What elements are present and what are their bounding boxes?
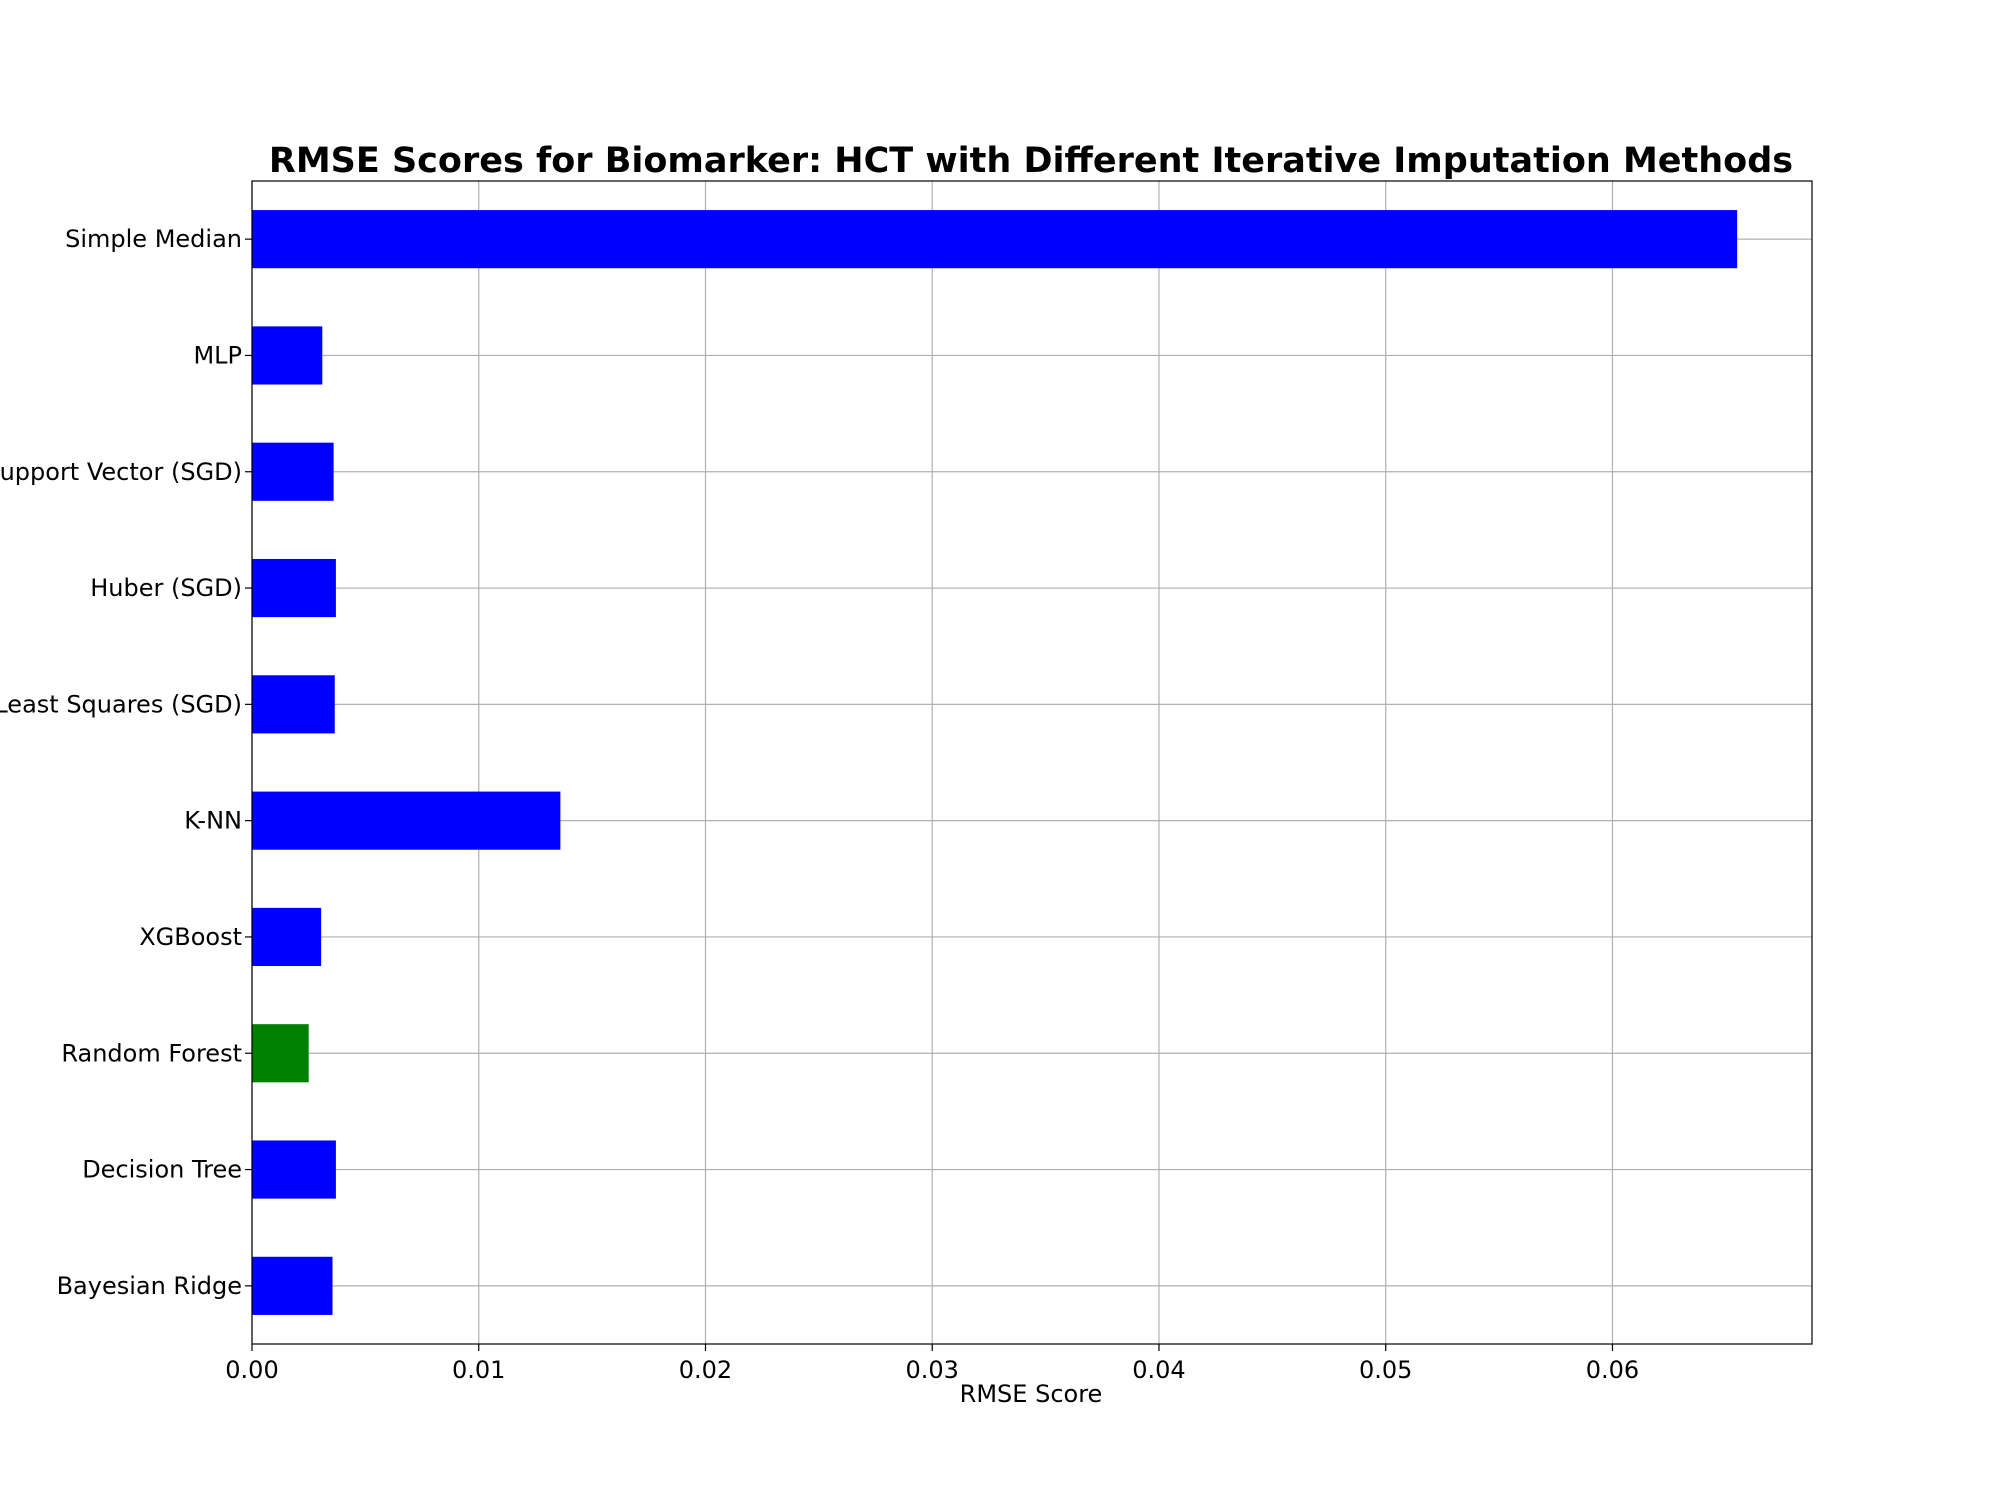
y-tick-label: Bayesian Ridge <box>57 1272 242 1300</box>
y-axis-ticks: Simple Median MLP Support Vector (SGD) Hube… <box>0 225 252 1300</box>
y-tick-label: MLP <box>193 341 242 369</box>
bar <box>252 675 335 734</box>
bar <box>252 326 323 385</box>
y-tick-label: Huber (SGD) <box>90 574 242 602</box>
y-tick-label: K-NN <box>184 807 242 835</box>
y-tick-label: Simple Median <box>65 225 242 253</box>
bar <box>252 1256 333 1315</box>
bars <box>252 210 1738 1315</box>
y-tick-label: Decision Tree <box>82 1156 242 1184</box>
x-axis-label: RMSE Score <box>960 1380 1103 1408</box>
grid <box>251 181 1812 1344</box>
x-tick-label: 0.04 <box>1132 1356 1185 1384</box>
bar <box>252 907 322 967</box>
x-tick-label: 0.01 <box>452 1356 505 1384</box>
chart-title: RMSE Scores for Biomarker: HCT with Diff… <box>269 141 1793 181</box>
x-tick-label: 0.02 <box>679 1356 732 1384</box>
y-tick-label: XGBoost <box>139 923 242 951</box>
y-tick-label: Random Forest <box>61 1039 242 1067</box>
y-tick-label: Support Vector (SGD) <box>0 458 242 486</box>
bar <box>252 558 336 618</box>
x-axis-ticks: 0.00 0.01 0.02 0.03 0.04 0.05 0.06 <box>225 1344 1639 1384</box>
x-tick-label: 0.05 <box>1359 1356 1412 1384</box>
bar <box>252 791 561 850</box>
bar <box>252 210 1738 269</box>
bar <box>252 1024 309 1083</box>
x-tick-label: 0.00 <box>225 1356 278 1384</box>
x-tick-label: 0.06 <box>1586 1356 1639 1384</box>
y-tick-label: Least Squares (SGD) <box>0 690 242 718</box>
bar <box>252 1140 336 1199</box>
x-tick-label: 0.03 <box>906 1356 959 1384</box>
plot-frame <box>251 180 1813 1345</box>
bar <box>252 442 334 501</box>
